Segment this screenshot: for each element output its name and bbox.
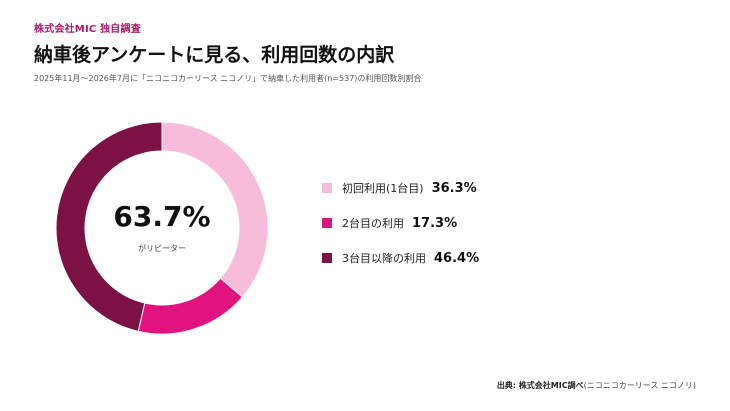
legend-swatch-third xyxy=(322,253,332,263)
legend-item-first: 初回利用(1台目) 36.3% xyxy=(322,178,479,198)
legend: 初回利用(1台目) 36.3% 2台目の利用 17.3% 3台目以降の利用 46… xyxy=(322,178,479,283)
legend-label-second: 2台目の利用 xyxy=(342,217,404,230)
legend-swatch-first xyxy=(322,183,332,193)
legend-swatch-second xyxy=(322,218,332,228)
legend-label-third: 3台目以降の利用 xyxy=(342,252,426,265)
legend-label-first: 初回利用(1台目) xyxy=(342,182,424,195)
legend-value-second: 17.3% xyxy=(412,215,458,231)
center-label: がリピーター xyxy=(138,244,186,253)
source-detail: (ニコニコカーリース ニコノリ) xyxy=(583,381,696,390)
legend-item-second: 2台目の利用 17.3% xyxy=(322,213,479,233)
donut-chart xyxy=(55,121,269,335)
legend-item-third: 3台目以降の利用 46.4% xyxy=(322,248,479,268)
brand-label: 株式会社MIC 独自調査 xyxy=(34,24,141,35)
legend-value-third: 46.4% xyxy=(434,250,480,266)
page-title: 納車後アンケートに見る、利用回数の内訳 xyxy=(34,44,395,66)
donut-slice-second xyxy=(137,277,244,335)
legend-value-first: 36.3% xyxy=(431,180,477,196)
source-note: 出典: 株式会社MIC調べ(ニコニコカーリース ニコノリ) xyxy=(497,380,696,391)
source-prefix: 出典: 株式会社MIC調べ xyxy=(496,381,584,390)
donut-slice-third xyxy=(55,121,163,332)
center-value: 63.7% xyxy=(113,200,211,233)
page-subtitle: 2025年11月～2026年7月に「ニコニコカーリース ニコノリ」で納車した利用… xyxy=(34,74,422,83)
